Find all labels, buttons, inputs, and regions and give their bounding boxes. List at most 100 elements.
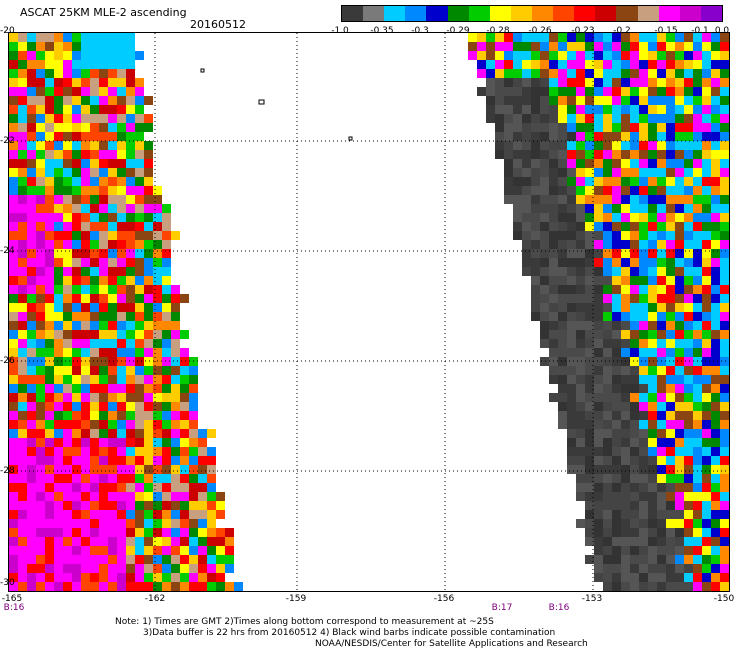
swath-cell: [576, 132, 585, 141]
swath-cell: [576, 303, 585, 312]
swath-cell: [36, 546, 45, 555]
swath-cell: [162, 519, 171, 528]
swath-cell: [180, 402, 189, 411]
swath-cell: [72, 429, 81, 438]
swath-cell: [693, 483, 702, 492]
swath-cell: [603, 213, 612, 222]
colorbar-segment: [384, 6, 406, 21]
swath-cell: [117, 141, 126, 150]
swath-cell: [135, 231, 144, 240]
swath-cell: [612, 348, 621, 357]
swath-cell: [585, 429, 594, 438]
swath-cell: [531, 150, 540, 159]
swath-cell: [657, 249, 666, 258]
swath-cell: [675, 519, 684, 528]
swath-cell: [630, 402, 639, 411]
swath-cell: [549, 150, 558, 159]
swath-cell: [675, 267, 684, 276]
swath-cell: [108, 132, 117, 141]
swath-cell: [189, 519, 198, 528]
swath-cell: [9, 546, 18, 555]
swath-cell: [189, 555, 198, 564]
swath-cell: [126, 240, 135, 249]
swath-cell: [693, 159, 702, 168]
swath-cell: [720, 114, 729, 123]
swath-cell: [576, 159, 585, 168]
swath-cell: [27, 357, 36, 366]
swath-cell: [693, 465, 702, 474]
swath-cell: [162, 366, 171, 375]
swath-cell: [27, 177, 36, 186]
swath-cell: [198, 582, 207, 591]
swath-cell: [576, 105, 585, 114]
swath-cell: [9, 267, 18, 276]
colorbar-label: -0.28: [486, 26, 510, 36]
swath-cell: [9, 231, 18, 240]
swath-cell: [648, 474, 657, 483]
swath-cell: [45, 393, 54, 402]
swath-cell: [126, 402, 135, 411]
swath-cell: [99, 321, 108, 330]
swath-cell: [63, 519, 72, 528]
swath-cell: [162, 456, 171, 465]
swath-cell: [513, 132, 522, 141]
swath-cell: [702, 393, 711, 402]
swath-cell: [189, 483, 198, 492]
swath-cell: [45, 420, 54, 429]
swath-cell: [72, 123, 81, 132]
swath-cell: [612, 312, 621, 321]
swath-cell: [81, 87, 90, 96]
swath-cell: [639, 258, 648, 267]
swath-cell: [90, 393, 99, 402]
swath-cell: [585, 285, 594, 294]
swath-cell: [594, 420, 603, 429]
swath-cell: [693, 123, 702, 132]
swath-cell: [666, 285, 675, 294]
swath-cell: [135, 465, 144, 474]
swath-cell: [63, 501, 72, 510]
swath-cell: [576, 213, 585, 222]
swath-cell: [18, 294, 27, 303]
swath-cell: [657, 276, 666, 285]
swath-cell: [720, 438, 729, 447]
swath-cell: [558, 222, 567, 231]
swath-cell: [171, 501, 180, 510]
swath-cell: [99, 150, 108, 159]
swath-cell: [171, 384, 180, 393]
swath-cell: [666, 582, 675, 591]
swath-cell: [99, 573, 108, 582]
swath-cell: [675, 429, 684, 438]
swath-cell: [117, 303, 126, 312]
swath-cell: [657, 339, 666, 348]
swath-cell: [693, 132, 702, 141]
swath-cell: [54, 429, 63, 438]
swath-cell: [522, 42, 531, 51]
swath-cell: [702, 312, 711, 321]
swath-cell: [495, 51, 504, 60]
swath-cell: [558, 375, 567, 384]
swath-cell: [126, 357, 135, 366]
swath-cell: [621, 294, 630, 303]
swath-cell: [72, 78, 81, 87]
swath-cell: [9, 69, 18, 78]
swath-cell: [639, 366, 648, 375]
swath-cell: [729, 267, 730, 276]
swath-cell: [630, 276, 639, 285]
swath-cell: [108, 159, 117, 168]
swath-cell: [144, 222, 153, 231]
swath-cell: [657, 96, 666, 105]
swath-cell: [90, 69, 99, 78]
swath-cell: [657, 42, 666, 51]
swath-cell: [594, 537, 603, 546]
swath-cell: [657, 348, 666, 357]
swath-cell: [720, 267, 729, 276]
swath-cell: [45, 474, 54, 483]
swath-cell: [675, 312, 684, 321]
swath-cell: [126, 321, 135, 330]
swath-cell: [207, 537, 216, 546]
swath-cell: [54, 105, 63, 114]
swath-cell: [585, 465, 594, 474]
swath-cell: [486, 42, 495, 51]
swath-cell: [54, 150, 63, 159]
swath-cell: [711, 195, 720, 204]
